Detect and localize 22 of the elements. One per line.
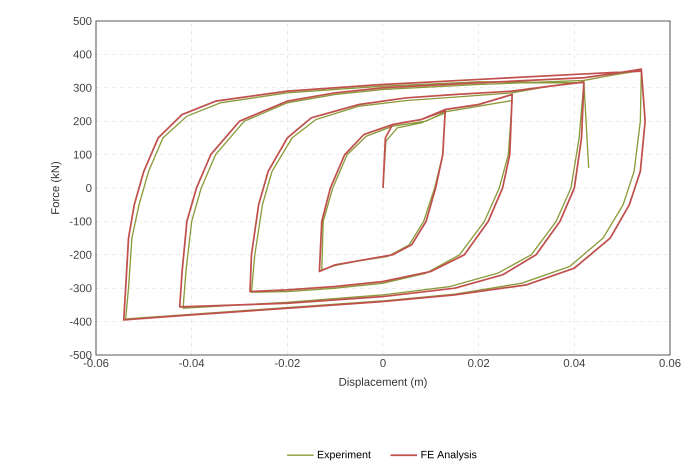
y-tick-label: 300 bbox=[73, 84, 92, 92]
legend-label: Experiment bbox=[318, 450, 371, 460]
x-tick-label: 0 bbox=[380, 359, 386, 368]
x-tick-label: 0.06 bbox=[659, 359, 681, 368]
y-tick-label: -400 bbox=[70, 318, 92, 326]
y-tick-label: -300 bbox=[70, 284, 92, 292]
x-tick-label: -0.02 bbox=[274, 359, 300, 368]
x-tick-label: 0.04 bbox=[564, 359, 586, 368]
y-tick-label: 0 bbox=[86, 184, 92, 192]
legend-label: FE Analysis bbox=[421, 450, 476, 460]
y-tick-label: 500 bbox=[74, 16, 92, 25]
y-axis-title: Force (kN) bbox=[50, 162, 62, 214]
y-tick-label: -200 bbox=[70, 250, 92, 259]
x-tick-label: -0.04 bbox=[179, 359, 204, 368]
y-tick-label: 100 bbox=[74, 150, 92, 159]
y-tick-label: 200 bbox=[74, 117, 92, 126]
y-tick-label: 400 bbox=[73, 50, 92, 58]
y-tick-label: -500 bbox=[70, 350, 92, 360]
x-tick-label: -0.06 bbox=[84, 359, 108, 368]
x-tick-label: 0.02 bbox=[468, 359, 490, 368]
y-tick-label: -100 bbox=[70, 217, 92, 226]
x-axis-title: Displacement (m) bbox=[340, 378, 427, 388]
